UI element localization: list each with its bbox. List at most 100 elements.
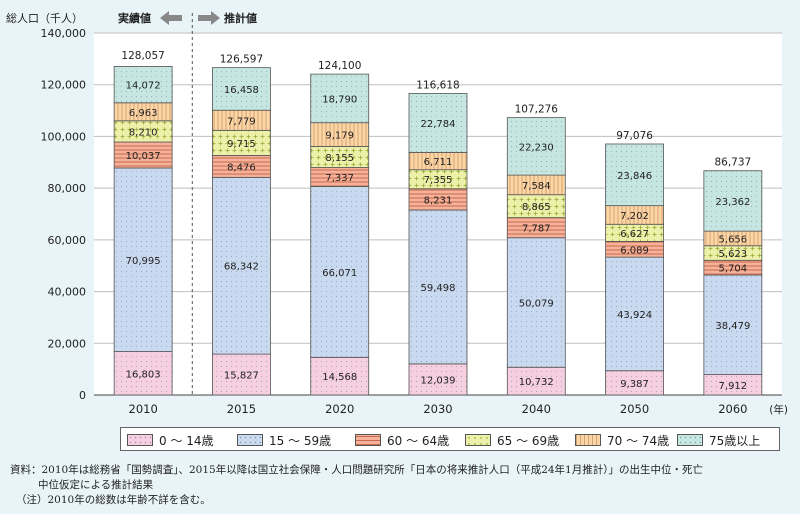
legend-swatch: [355, 434, 381, 446]
legend: 0 ～ 14歳 15 ～ 59歳 60 ～ 64歳 65 ～ 69歳 70 ～ 74歳 7…: [120, 427, 780, 451]
data-label: 6,627: [620, 229, 649, 240]
data-label: 7,337: [325, 173, 354, 184]
data-label: 50,079: [519, 299, 554, 310]
legend-item: 65 ～ 69歳: [465, 432, 559, 448]
x-tick-label: 2060: [718, 402, 747, 416]
bar-segment-texture: [113, 66, 173, 104]
x-tick-label: 2030: [423, 402, 452, 416]
y-tick-label: 120,000: [41, 79, 87, 92]
data-label: 8,210: [129, 127, 158, 138]
y-tick-label: 0: [79, 389, 86, 402]
footnote: （注）2010年の総数は年齢不詳を含む。: [16, 494, 211, 506]
data-label: 23,362: [715, 197, 750, 208]
legend-swatch: [465, 434, 491, 446]
total-label: 126,597: [220, 54, 263, 66]
bar-segment-texture: [408, 363, 468, 396]
y-tick-label: 20,000: [48, 337, 87, 350]
bar-segment-texture: [310, 186, 370, 358]
data-label: 5,656: [719, 234, 748, 245]
data-label: 8,476: [227, 162, 256, 173]
y-tick-label: 100,000: [41, 130, 87, 143]
legend-item: 70 ～ 74歳: [575, 432, 669, 448]
legend-swatch: [237, 434, 263, 446]
actual-label: 実績値: [118, 12, 151, 25]
data-label: 8,231: [424, 195, 453, 206]
bar-segment-texture: [310, 356, 370, 396]
data-label: 66,071: [322, 268, 357, 279]
y-unit-label: 総人口（千人）: [6, 12, 83, 25]
data-label: 8,155: [325, 153, 354, 164]
bar-segment-texture: [408, 209, 468, 365]
legend-label: 0 ～ 14歳: [159, 433, 214, 448]
total-label: 116,618: [416, 79, 459, 91]
total-label: 86,737: [714, 157, 751, 169]
data-label: 7,787: [522, 224, 551, 235]
projected-label: 推計値: [224, 12, 257, 25]
data-label: 6,711: [424, 157, 453, 168]
data-label: 7,779: [227, 116, 256, 127]
legend-swatch: [677, 434, 703, 446]
x-tick-label: 2040: [522, 402, 551, 416]
data-label: 5,623: [719, 249, 748, 260]
bar-segment-texture: [605, 370, 664, 396]
arrow-left-icon: [160, 10, 182, 25]
total-label: 107,276: [515, 104, 559, 116]
data-label: 14,072: [126, 81, 161, 92]
total-label: 124,100: [318, 60, 361, 72]
data-label: 38,479: [715, 321, 750, 332]
legend-item: 75歳以上: [677, 432, 760, 448]
data-label: 9,715: [227, 139, 256, 150]
data-label: 43,924: [617, 310, 652, 321]
source-note-cont: 中位仮定による推計結果: [38, 479, 154, 491]
source-note: 資料：2010年は総務省「国勢調査」、2015年以降は国立社会保障・人口問題研究…: [10, 464, 703, 476]
x-tick-label: 2010: [129, 402, 158, 416]
x-tick-label: 2020: [325, 402, 354, 416]
legend-label: 70 ～ 74歳: [607, 433, 670, 448]
arrow-right-icon: [198, 10, 220, 25]
x-tick-label: 2050: [620, 402, 649, 416]
bar-segment-texture: [605, 256, 664, 372]
total-label: 97,076: [616, 130, 653, 142]
data-label: 15,827: [224, 371, 259, 382]
data-label: 22,230: [519, 142, 554, 153]
bar-segment-texture: [703, 170, 763, 232]
data-label: 6,089: [620, 245, 649, 256]
data-label: 8,865: [522, 202, 551, 213]
data-label: 68,342: [224, 262, 259, 273]
data-label: 70,995: [126, 256, 161, 267]
data-label: 10,037: [126, 151, 161, 162]
bar-segment-texture: [703, 274, 763, 375]
data-label: 23,846: [617, 171, 652, 182]
x-unit-label: (年): [769, 403, 788, 416]
legend-label: 15 ～ 59歳: [269, 433, 332, 448]
data-label: 7,355: [424, 175, 453, 186]
bar-segment-texture: [408, 93, 468, 153]
total-label: 128,057: [121, 50, 164, 62]
data-label: 16,803: [126, 369, 161, 380]
data-label: 6,963: [129, 108, 158, 119]
legend-item: 15 ～ 59歳: [237, 432, 331, 448]
bar-segment-texture: [506, 117, 566, 176]
legend-item: 60 ～ 64歳: [355, 432, 449, 448]
data-label: 7,912: [719, 381, 748, 392]
bar-segment-texture: [212, 67, 271, 111]
data-label: 12,039: [421, 375, 456, 386]
legend-label: 60 ～ 64歳: [387, 433, 450, 448]
bar-segment-texture: [605, 143, 664, 207]
data-label: 18,790: [322, 94, 357, 105]
data-label: 5,704: [719, 264, 748, 275]
data-label: 59,498: [421, 283, 456, 294]
bar-segment-texture: [212, 176, 271, 355]
population-chart: 0 20,000 40,000 60,000 80,000 100,000 120,000 1…: [41, 13, 788, 416]
data-label: 10,732: [519, 377, 554, 388]
data-label: 9,179: [325, 131, 354, 142]
y-tick-label: 140,000: [41, 27, 87, 40]
x-tick-label: 2015: [227, 402, 256, 416]
legend-swatch: [127, 434, 153, 446]
legend-item: 0 ～ 14歳: [127, 432, 214, 448]
data-label: 9,387: [620, 379, 649, 390]
y-tick-label: 40,000: [48, 286, 87, 299]
data-label: 16,458: [224, 85, 259, 96]
data-label: 22,784: [421, 119, 456, 130]
y-tick-label: 80,000: [48, 182, 87, 195]
